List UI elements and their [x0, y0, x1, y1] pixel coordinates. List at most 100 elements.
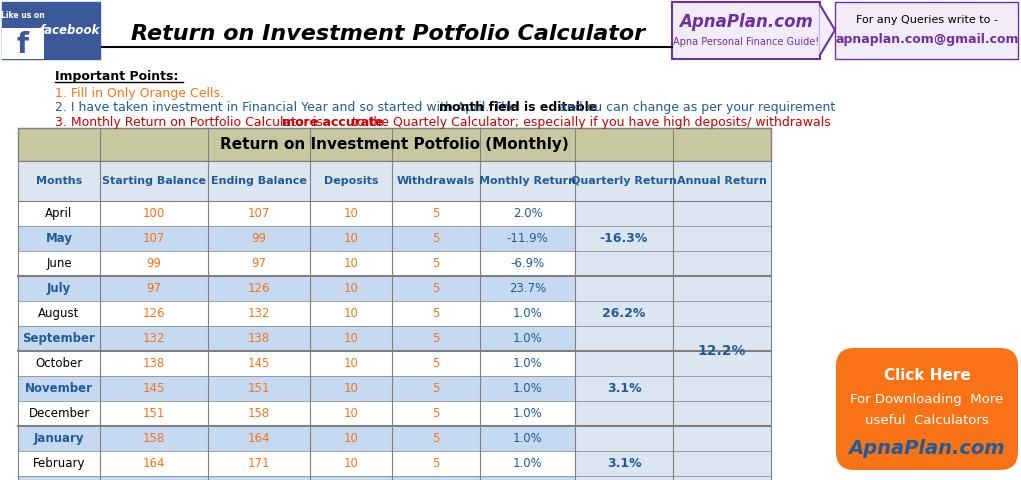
Text: 5: 5	[432, 357, 440, 370]
Text: 5: 5	[432, 232, 440, 245]
Text: 26.2%: 26.2%	[602, 307, 645, 320]
Text: Months: Months	[36, 176, 82, 186]
Text: 1.0%: 1.0%	[513, 332, 542, 345]
Text: Like us on: Like us on	[1, 12, 45, 21]
Text: 3.1%: 3.1%	[606, 457, 641, 470]
Text: facebook: facebook	[40, 24, 100, 36]
Text: 10: 10	[343, 357, 358, 370]
Text: 1.0%: 1.0%	[513, 382, 542, 395]
Text: 5: 5	[432, 457, 440, 470]
Text: For Downloading  More: For Downloading More	[850, 394, 1004, 407]
Text: -11.9%: -11.9%	[506, 232, 548, 245]
Text: January: January	[34, 432, 85, 445]
Text: 97: 97	[146, 282, 161, 295]
Text: 1. Fill in Only Orange Cells.: 1. Fill in Only Orange Cells.	[55, 87, 224, 100]
Text: December: December	[29, 407, 90, 420]
FancyBboxPatch shape	[18, 476, 771, 480]
FancyBboxPatch shape	[672, 2, 820, 59]
Text: Quarterly Return: Quarterly Return	[571, 176, 677, 186]
Text: 1.0%: 1.0%	[513, 432, 542, 445]
FancyBboxPatch shape	[18, 401, 771, 426]
Text: Withdrawals: Withdrawals	[397, 176, 475, 186]
Text: 10: 10	[343, 257, 358, 270]
Text: August: August	[39, 307, 80, 320]
FancyBboxPatch shape	[18, 426, 771, 451]
Text: November: November	[25, 382, 93, 395]
Text: 23.7%: 23.7%	[508, 282, 546, 295]
Text: -16.3%: -16.3%	[599, 232, 648, 245]
Text: June: June	[46, 257, 71, 270]
FancyBboxPatch shape	[18, 451, 771, 476]
Text: 158: 158	[248, 407, 271, 420]
FancyBboxPatch shape	[18, 326, 771, 351]
Text: 158: 158	[143, 432, 165, 445]
FancyBboxPatch shape	[575, 276, 673, 351]
Text: 164: 164	[248, 432, 271, 445]
Text: Important Points:: Important Points:	[55, 70, 179, 83]
Text: ApnaPlan.com: ApnaPlan.com	[848, 439, 1006, 457]
Text: Ending Balance: Ending Balance	[211, 176, 307, 186]
FancyBboxPatch shape	[18, 301, 771, 326]
Text: 10: 10	[343, 407, 358, 420]
Text: 99: 99	[146, 257, 161, 270]
Text: 3. Monthly Return on Portfolio Calculator is: 3. Monthly Return on Portfolio Calculato…	[55, 116, 327, 129]
Text: May: May	[46, 232, 72, 245]
Text: 151: 151	[143, 407, 165, 420]
Text: 10: 10	[343, 207, 358, 220]
Text: to the Quartely Calculator; especially if you have high deposits/ withdrawals: to the Quartely Calculator; especially i…	[348, 116, 831, 129]
Text: 5: 5	[432, 207, 440, 220]
FancyBboxPatch shape	[673, 201, 771, 480]
Text: 126: 126	[143, 307, 165, 320]
Text: ApnaPlan.com: ApnaPlan.com	[679, 13, 813, 31]
Text: apnaplan.com@gmail.com: apnaplan.com@gmail.com	[835, 34, 1019, 47]
Text: Monthly Return: Monthly Return	[479, 176, 576, 186]
Text: October: October	[36, 357, 83, 370]
Text: 164: 164	[143, 457, 165, 470]
Text: f: f	[17, 31, 29, 59]
Text: 1.0%: 1.0%	[513, 407, 542, 420]
FancyBboxPatch shape	[18, 128, 771, 161]
Text: 12.2%: 12.2%	[697, 344, 746, 358]
FancyBboxPatch shape	[18, 226, 771, 251]
Text: 10: 10	[343, 382, 358, 395]
Text: -6.9%: -6.9%	[510, 257, 544, 270]
Text: 1.0%: 1.0%	[513, 307, 542, 320]
FancyBboxPatch shape	[18, 376, 771, 401]
Text: Return on Investment Potfolio Calculator: Return on Investment Potfolio Calculator	[131, 24, 645, 44]
Text: useful  Calculators: useful Calculators	[865, 413, 989, 427]
Text: Annual Return: Annual Return	[677, 176, 767, 186]
Text: 5: 5	[432, 307, 440, 320]
Text: 10: 10	[343, 232, 358, 245]
Text: 10: 10	[343, 307, 358, 320]
Text: 2.0%: 2.0%	[513, 207, 542, 220]
FancyBboxPatch shape	[18, 161, 771, 201]
Text: more accurate: more accurate	[282, 116, 384, 129]
Text: 132: 132	[248, 307, 271, 320]
Text: and ou can change as per your requirement: and ou can change as per your requiremen…	[555, 101, 835, 114]
Text: 1.0%: 1.0%	[513, 357, 542, 370]
Text: For any Queries write to -: For any Queries write to -	[856, 15, 998, 25]
Text: 2. I have taken investment in Financial Year and so started with April. The: 2. I have taken investment in Financial …	[55, 101, 521, 114]
FancyBboxPatch shape	[18, 201, 771, 226]
Text: 3.1%: 3.1%	[606, 382, 641, 395]
Text: Return on Investment Potfolio (Monthly): Return on Investment Potfolio (Monthly)	[221, 137, 569, 152]
Text: 138: 138	[143, 357, 165, 370]
FancyBboxPatch shape	[835, 2, 1018, 59]
Text: 132: 132	[143, 332, 165, 345]
Text: Click Here: Click Here	[883, 369, 970, 384]
Text: 100: 100	[143, 207, 165, 220]
Text: 171: 171	[248, 457, 271, 470]
FancyBboxPatch shape	[575, 201, 673, 276]
Text: 5: 5	[432, 407, 440, 420]
FancyBboxPatch shape	[836, 348, 1018, 470]
Text: July: July	[47, 282, 71, 295]
Text: 107: 107	[248, 207, 271, 220]
Text: 97: 97	[251, 257, 266, 270]
Text: 99: 99	[251, 232, 266, 245]
Text: month field is editable: month field is editable	[439, 101, 597, 114]
Text: 145: 145	[143, 382, 165, 395]
Text: 10: 10	[343, 457, 358, 470]
FancyBboxPatch shape	[575, 426, 673, 480]
Text: 151: 151	[248, 382, 271, 395]
FancyBboxPatch shape	[18, 351, 771, 376]
